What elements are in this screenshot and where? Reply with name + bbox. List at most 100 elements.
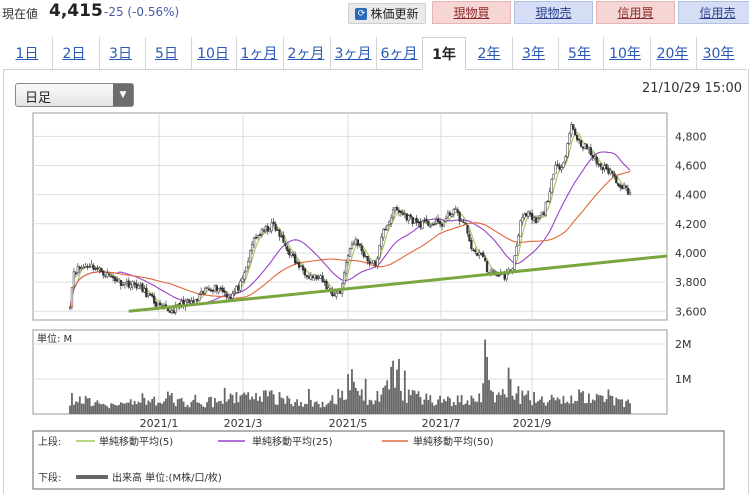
candle-body (619, 184, 622, 188)
candle-body (209, 289, 213, 292)
quote-header: 現在値 4,415 -25 (-0.56%) ⟳ 株価更新 現物買 現物売 信用… (0, 0, 749, 30)
tab-30y[interactable]: 30年 (696, 37, 740, 69)
candle-body (239, 280, 242, 291)
candle-body (337, 291, 340, 294)
price-pane: 4,800 4,600 4,400 4,200 4,000 3,800 3,600 (32, 112, 707, 321)
volume-bar (539, 399, 541, 414)
volume-bar (443, 399, 445, 414)
volume-bar (619, 399, 622, 414)
volume-bar (599, 395, 602, 414)
volume-bar (353, 381, 355, 414)
volume-bar (433, 405, 436, 414)
tab-3m[interactable]: 3ヶ月 (330, 37, 375, 69)
tab-1y[interactable]: 1年 (422, 37, 466, 70)
candle-body (108, 273, 111, 276)
tab-2d[interactable]: 2日 (52, 37, 95, 69)
candle-body (339, 290, 342, 293)
tab-2m[interactable]: 2ヶ月 (283, 37, 328, 69)
volume-bar (76, 402, 79, 414)
candle-body (568, 133, 571, 144)
candle-body (270, 222, 273, 232)
candle-body (374, 261, 377, 266)
volume-bar (617, 399, 620, 414)
candle-body (448, 212, 452, 216)
margin-sell-button[interactable]: 信用売 (678, 1, 749, 24)
volume-bar (247, 392, 250, 414)
volume-bar (262, 390, 265, 414)
volume-bar (227, 399, 230, 414)
candle-body (262, 230, 265, 232)
candle-body (364, 255, 367, 258)
candle-body (235, 286, 238, 293)
candle-body (88, 266, 91, 268)
support-trendline (128, 254, 668, 313)
candle-body (188, 299, 191, 303)
candle-body (127, 280, 130, 288)
dropdown-arrow-icon: ▼ (113, 84, 133, 106)
candle-body (419, 221, 422, 228)
volume-bar (245, 394, 248, 414)
volume-bar (386, 380, 389, 414)
tab-3y[interactable]: 3年 (512, 37, 554, 69)
price-tick-label: 4,600 (675, 159, 707, 172)
volume-bar (374, 400, 377, 414)
candle-body (513, 255, 516, 270)
tab-10y[interactable]: 10年 (603, 37, 646, 69)
candle-body (476, 252, 479, 256)
candle-body (311, 275, 314, 279)
candle-body (579, 140, 583, 147)
candle-body (483, 257, 487, 261)
volume-bar (550, 394, 553, 414)
volume-bar (298, 405, 300, 414)
period-select[interactable]: 日足 ▼ (15, 83, 134, 107)
candle-body (575, 134, 579, 141)
x-tick-label: 2021/5 (329, 417, 368, 430)
candle-body (129, 284, 132, 289)
volume-bar (454, 404, 457, 414)
candle-body (92, 264, 95, 270)
volume-bar (306, 404, 308, 414)
volume-bar (366, 404, 369, 414)
candle-body (540, 211, 544, 216)
volume-bar (208, 397, 210, 414)
tab-5y[interactable]: 5年 (558, 37, 600, 69)
candle-body (442, 220, 446, 227)
volume-bar (531, 405, 533, 414)
tab-2y[interactable]: 2年 (477, 46, 501, 62)
candle-body (348, 248, 352, 257)
tab-1d[interactable]: 1日 (15, 46, 39, 62)
candle-body (481, 252, 485, 258)
tab-6m[interactable]: 6ヶ月 (376, 37, 421, 69)
candle-body (84, 266, 87, 268)
tab-5d[interactable]: 5日 (145, 37, 187, 69)
candle-body (538, 215, 542, 219)
volume-bar (468, 404, 471, 414)
tab-3d[interactable]: 3日 (99, 37, 141, 69)
volume-bar (221, 403, 224, 414)
cash-buy-button[interactable]: 現物買 (432, 1, 511, 24)
refresh-price-button[interactable]: ⟳ 株価更新 (348, 3, 426, 24)
volume-bar (108, 408, 111, 414)
candle-body (532, 217, 536, 221)
candle-body (215, 285, 219, 292)
legend-volume: 出来高 単位:(M株/口/枚) (112, 471, 222, 484)
margin-buy-button[interactable]: 信用買 (596, 1, 675, 24)
candle-body (282, 234, 285, 243)
candle-body (395, 207, 399, 211)
candle-body (94, 268, 97, 270)
volume-bar (311, 406, 314, 414)
tab-20y[interactable]: 20年 (650, 37, 694, 69)
volume-bar (542, 402, 545, 414)
candle-body (548, 191, 551, 202)
candle-body (272, 221, 275, 225)
tab-10d[interactable]: 10日 (191, 37, 234, 69)
volume-bar (413, 390, 416, 414)
volume-bar (159, 402, 161, 414)
cash-sell-button[interactable]: 現物売 (514, 1, 593, 24)
candle-body (172, 310, 175, 314)
volume-bar (151, 399, 154, 414)
volume-bar (587, 393, 590, 414)
candle-body (317, 277, 320, 279)
tab-1m[interactable]: 1ヶ月 (236, 37, 281, 69)
candle-body (466, 224, 469, 234)
